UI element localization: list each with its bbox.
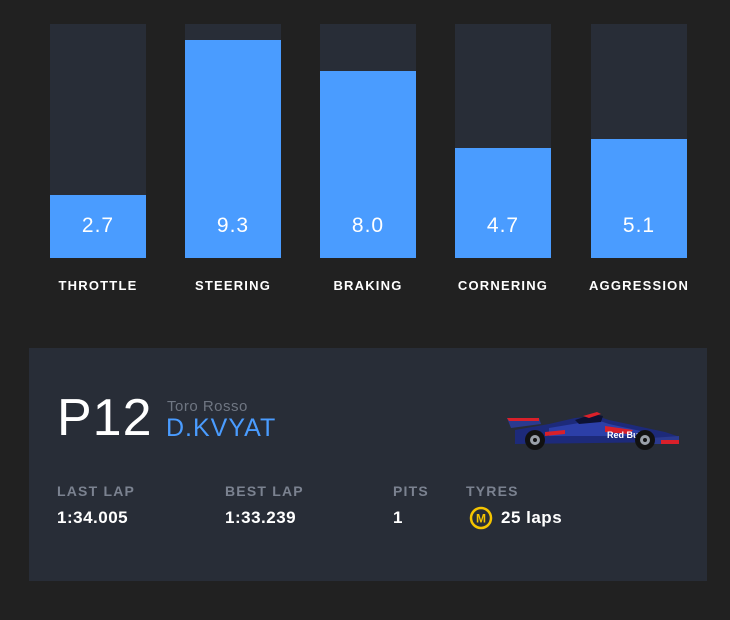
stat-bar-braking: 8.0 (320, 24, 416, 258)
stat-bar-aggression: 5.1 (591, 24, 687, 258)
driver-stats-chart: 2.7 THROTTLE 9.3 STEERING 8.0 BRAKING 4.… (50, 24, 690, 293)
tyres-value: 25 laps (501, 508, 563, 527)
stat-value-aggression: 5.1 (622, 214, 656, 237)
medium-tyre-icon: M (469, 506, 493, 530)
race-position: P12 (57, 389, 153, 447)
pits-value: 1 (393, 508, 403, 527)
stat-value-braking: 8.0 (351, 214, 385, 237)
stat-value-throttle: 2.7 (81, 214, 115, 237)
stat-label-steering: STEERING (194, 278, 272, 293)
car-logo-text: Red Bull (607, 430, 644, 440)
stat-label-throttle: THROTTLE (58, 278, 138, 293)
stat-bar-steering: 9.3 (185, 24, 281, 258)
stat-bar-fill (185, 40, 281, 258)
stat-bar-throttle: 2.7 (50, 24, 146, 258)
stat-bar-cornering: 4.7 (455, 24, 551, 258)
last-lap-value: 1:34.005 (57, 508, 129, 527)
stat-bar-fill (591, 138, 687, 258)
stat-value-cornering: 4.7 (486, 214, 520, 237)
stat-value-steering: 9.3 (216, 214, 250, 237)
car-livery-image: Red Bull (507, 412, 679, 450)
best-lap-value: 1:33.239 (225, 508, 297, 527)
driver-name: D.KVYAT (166, 414, 277, 442)
stat-label-aggression: AGGRESSION (588, 278, 690, 293)
driver-card: P12 Toro Rosso D.KVYAT Red Bull LAST LAP… (29, 348, 707, 581)
stat-bar-fill (320, 70, 416, 258)
tyres-label: TYRES (466, 483, 519, 499)
stat-label-cornering: CORNERING (457, 278, 549, 293)
stat-label-braking: BRAKING (333, 278, 403, 293)
stat-bar-fill (50, 194, 146, 258)
team-name: Toro Rosso (167, 398, 248, 415)
best-lap-label: BEST LAP (225, 483, 304, 499)
stat-bar-fill (455, 148, 551, 258)
tyre-compound-letter: M (476, 512, 486, 526)
last-lap-label: LAST LAP (57, 483, 136, 499)
pits-label: PITS (393, 483, 429, 499)
